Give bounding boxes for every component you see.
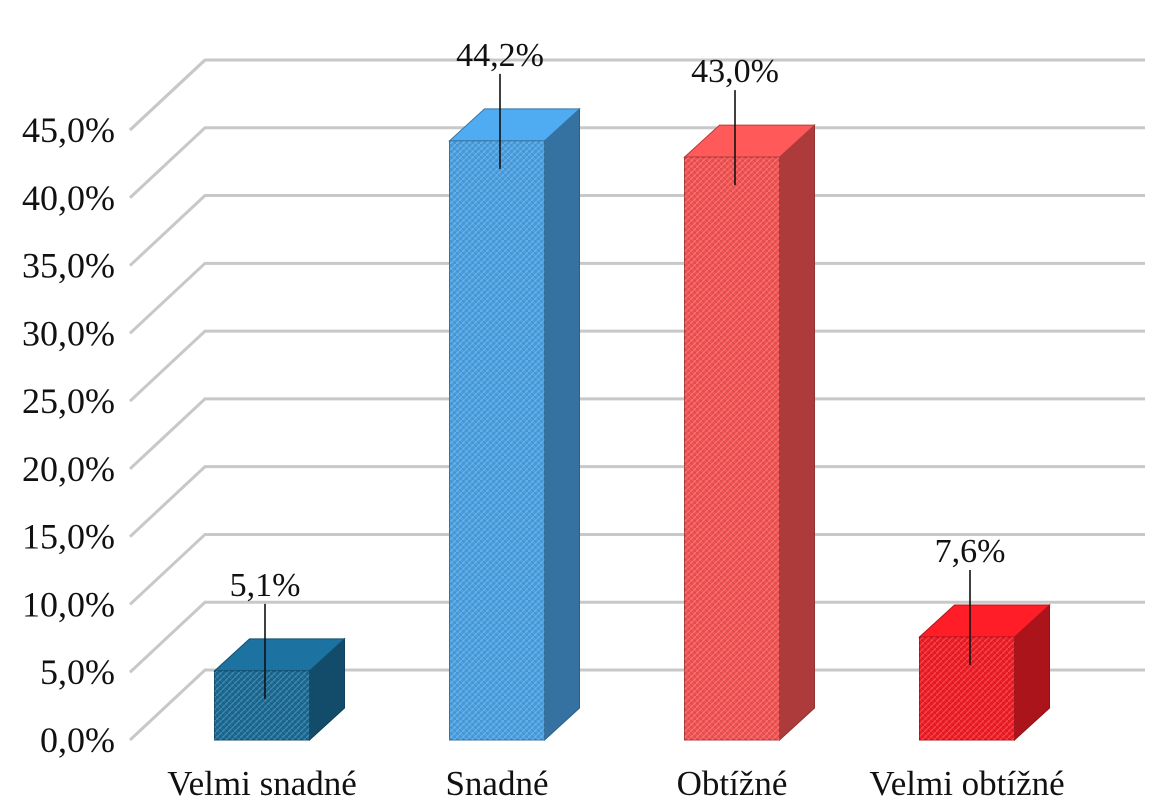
bar-side	[544, 107, 580, 742]
gridline	[128, 600, 1145, 674]
x-category-label: Obtížné	[677, 764, 788, 800]
bar-texture	[684, 157, 780, 741]
gridline	[128, 465, 1145, 538]
y-tick-label: 5,0%	[40, 652, 115, 692]
gridline	[128, 668, 1145, 742]
y-tick-label: 35,0%	[22, 246, 115, 286]
bars	[213, 107, 1051, 742]
bar-texture	[214, 670, 310, 740]
y-tick-label: 40,0%	[22, 178, 115, 218]
y-tick-label: 25,0%	[22, 381, 115, 421]
data-label: 5,1%	[230, 567, 301, 604]
bar	[213, 637, 346, 742]
y-axis-ticks: 0,0% 5,0% 10,0% 15,0% 20,0% 25,0% 30,0% 35,0% 40…	[22, 110, 115, 760]
y-tick-label: 0,0%	[40, 720, 115, 760]
gridline	[128, 329, 1145, 403]
bar-side	[779, 123, 815, 742]
gridline	[128, 397, 1145, 470]
bar-texture	[919, 636, 1015, 740]
gridline	[128, 194, 1145, 267]
bar	[918, 603, 1051, 742]
gridline	[128, 58, 207, 132]
x-category-label: Velmi snadné	[167, 764, 357, 800]
x-axis-categories: Velmi snadné Snadné Obtížné Velmi obtížné	[167, 764, 1064, 803]
gridline	[128, 126, 1145, 199]
bar	[448, 107, 581, 742]
data-label: 43,0%	[691, 53, 779, 90]
y-tick-label: 10,0%	[22, 584, 115, 624]
y-tick-label: 20,0%	[22, 449, 115, 489]
y-tick-label: 45,0%	[22, 110, 115, 150]
y-tick-label: 15,0%	[22, 517, 115, 557]
y-tick-label: 30,0%	[22, 313, 115, 353]
gridline	[128, 58, 1145, 132]
bar-texture	[449, 140, 545, 740]
bar	[683, 123, 816, 742]
x-category-label: Snadné	[445, 764, 548, 800]
gridlines	[128, 58, 1145, 742]
gridline	[128, 532, 1145, 606]
data-labels: 5,1% 44,2% 43,0% 7,6%	[230, 37, 1006, 699]
data-label: 7,6%	[935, 533, 1006, 570]
data-label: 44,2%	[456, 37, 544, 74]
gridline	[128, 261, 1145, 335]
x-category-label: Velmi obtížné	[869, 764, 1064, 800]
